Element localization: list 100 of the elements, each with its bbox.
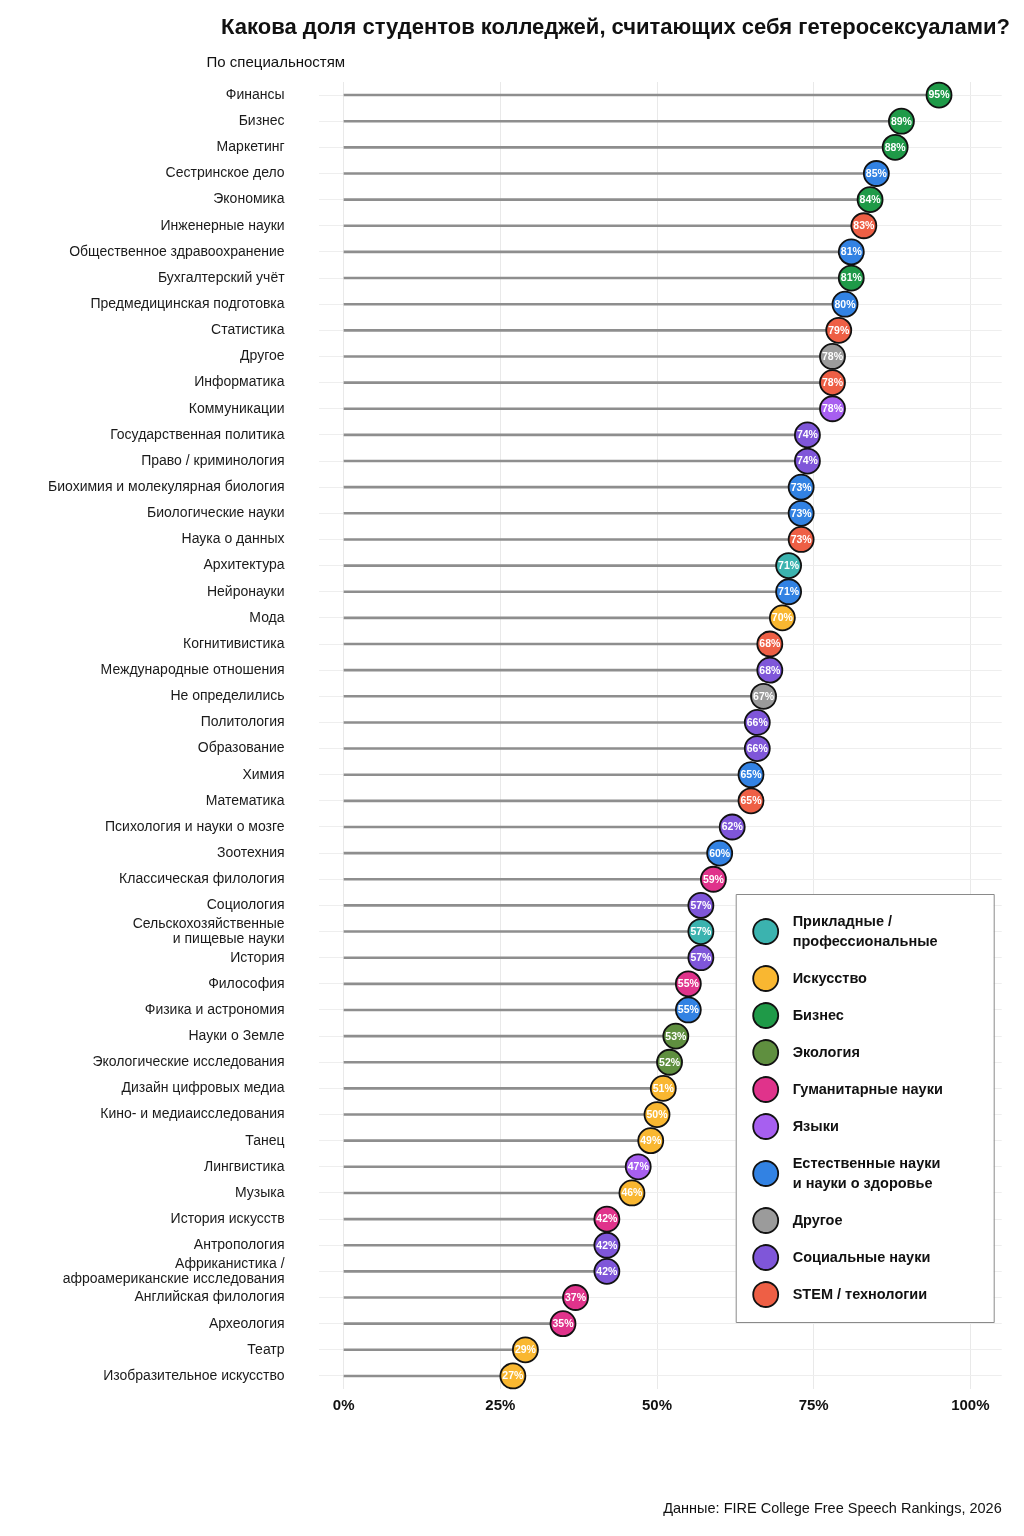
- text: Данные: FIRE College Free Speech Rankings, 2026: [663, 1500, 1002, 1516]
- y-tick-label: Биологические науки: [147, 504, 285, 521]
- chart-title: Какова доля студентов колледжей, считающих себя гетеросексуалами?: [221, 14, 1010, 40]
- y-tick-label: Английская филология: [134, 1288, 285, 1305]
- data-label: 35%: [552, 1317, 575, 1330]
- data-label: 71%: [778, 558, 800, 571]
- y-tick-label: История искусств: [170, 1209, 285, 1226]
- legend-label: Искусство: [792, 969, 868, 986]
- legend-label: Прикладные / профессиональные: [792, 912, 938, 949]
- data-label: 95%: [928, 88, 951, 101]
- y-tick-label: Предмедицинская подготовка: [90, 295, 285, 312]
- y-tick-label: Антропология: [193, 1236, 285, 1253]
- data-label: 57%: [690, 898, 713, 911]
- data-label: 74%: [796, 428, 819, 441]
- legend-label: Социальные науки: [792, 1248, 931, 1265]
- data-label: 42%: [596, 1264, 619, 1277]
- data-label: 42%: [596, 1212, 619, 1225]
- data-label: 78%: [821, 376, 844, 388]
- legend-label: Естественные науки и науки о здоровье: [792, 1154, 941, 1191]
- y-tick-label: Зоотехния: [216, 843, 285, 860]
- data-label: 42%: [596, 1238, 619, 1251]
- y-tick-label: Право / криминология: [141, 451, 285, 468]
- y-tick-label: Экономика: [213, 190, 285, 207]
- y-tick-label: Инженерные науки: [160, 216, 285, 233]
- y-tick-label: Мода: [249, 608, 285, 625]
- data-label: 67%: [753, 689, 775, 702]
- data-label: 85%: [865, 166, 888, 179]
- data-label: 83%: [853, 219, 875, 232]
- y-tick-label: Биохимия и молекулярная биология: [48, 478, 285, 495]
- legend-label: STEM / технологии: [792, 1285, 928, 1302]
- y-tick-label: Химия: [242, 765, 285, 782]
- y-tick-label: Танец: [245, 1131, 285, 1148]
- data-label: 55%: [677, 1003, 700, 1016]
- data-label: 68%: [759, 663, 781, 676]
- legend-label: Другое: [792, 1211, 843, 1228]
- data-label: 73%: [790, 480, 813, 493]
- data-label: 66%: [746, 741, 769, 754]
- legend-label: Гуманитарные науки: [792, 1080, 943, 1097]
- data-label: 27%: [502, 1369, 525, 1382]
- y-tick-label: Бухгалтерский учёт: [157, 268, 286, 285]
- data-label: 73%: [790, 506, 813, 519]
- y-tick-label: Другое: [240, 347, 285, 364]
- y-tick-label: Психология и науки о мозге: [105, 817, 285, 834]
- data-label: 29%: [514, 1343, 537, 1356]
- x-tick-label: 25%: [485, 1396, 516, 1414]
- y-tick-label: Физика и астрономия: [144, 1000, 285, 1017]
- y-tick-label: Коммуникации: [188, 399, 285, 416]
- y-tick-label: Африканистика / афроамериканские исследования: [62, 1254, 285, 1286]
- y-tick-label: История: [230, 948, 285, 965]
- y-tick-label: Социология: [206, 896, 285, 913]
- data-label: 73%: [790, 532, 813, 545]
- data-label: 80%: [834, 297, 857, 310]
- legend-label: Языки: [792, 1117, 839, 1134]
- data-label: 81%: [840, 271, 863, 284]
- data-label: 65%: [740, 794, 763, 807]
- data-label: 89%: [890, 114, 913, 127]
- data-label: 65%: [740, 768, 763, 781]
- y-tick-label: Маркетинг: [216, 138, 285, 155]
- data-label: 46%: [621, 1186, 644, 1199]
- y-tick-label: Кино- и медиаисследования: [100, 1105, 285, 1122]
- y-tick-label: Информатика: [194, 373, 285, 390]
- y-tick-label: Нейронауки: [206, 582, 285, 599]
- y-tick-label: Экологические исследования: [92, 1053, 285, 1070]
- x-tick-label: 0%: [332, 1396, 355, 1414]
- y-tick-label: Математика: [205, 791, 285, 808]
- data-label: 78%: [821, 349, 844, 362]
- data-label: 68%: [759, 637, 781, 650]
- y-tick-label: Политология: [200, 713, 285, 730]
- y-tick-label: Общественное здравоохранение: [69, 242, 285, 259]
- y-tick-label: Изобразительное искусство: [103, 1366, 285, 1383]
- y-tick-label: Музыка: [235, 1183, 285, 1200]
- y-tick-label: Государственная политика: [110, 425, 285, 442]
- data-label: 88%: [884, 140, 907, 153]
- data-label: 57%: [690, 924, 713, 937]
- data-label: 53%: [665, 1029, 687, 1042]
- x-tick-label: 75%: [798, 1396, 829, 1414]
- y-tick-label: Наука о данных: [181, 530, 285, 547]
- data-label: 52%: [659, 1055, 681, 1068]
- y-tick-label: Сестринское дело: [165, 164, 285, 181]
- y-tick-label: Классическая филология: [119, 870, 285, 887]
- x-tick-label: 50%: [641, 1396, 673, 1414]
- data-label: 81%: [840, 245, 863, 258]
- y-tick-label: Дизайн цифровых медиа: [121, 1079, 285, 1096]
- data-label: 79%: [828, 323, 850, 336]
- y-tick-label: Лингвистика: [204, 1157, 285, 1174]
- y-tick-label: Не определились: [170, 687, 285, 704]
- y-tick-label: Международные отношения: [100, 661, 285, 678]
- y-tick-label: Финансы: [225, 85, 285, 102]
- data-label: 51%: [652, 1081, 675, 1094]
- y-tick-label: Науки о Земле: [188, 1026, 285, 1043]
- y-tick-label: Археология: [208, 1314, 285, 1331]
- legend-label: Бизнес: [792, 1006, 844, 1023]
- legend-label: Экология: [792, 1043, 860, 1060]
- y-tick-label: Архитектура: [203, 556, 285, 573]
- data-label: 55%: [677, 977, 700, 990]
- data-label: 50%: [646, 1107, 669, 1120]
- y-tick-label: Философия: [208, 974, 285, 991]
- y-tick-label: Статистика: [211, 321, 285, 338]
- y-tick-label: Бизнес: [238, 112, 285, 129]
- data-label: 60%: [709, 846, 731, 859]
